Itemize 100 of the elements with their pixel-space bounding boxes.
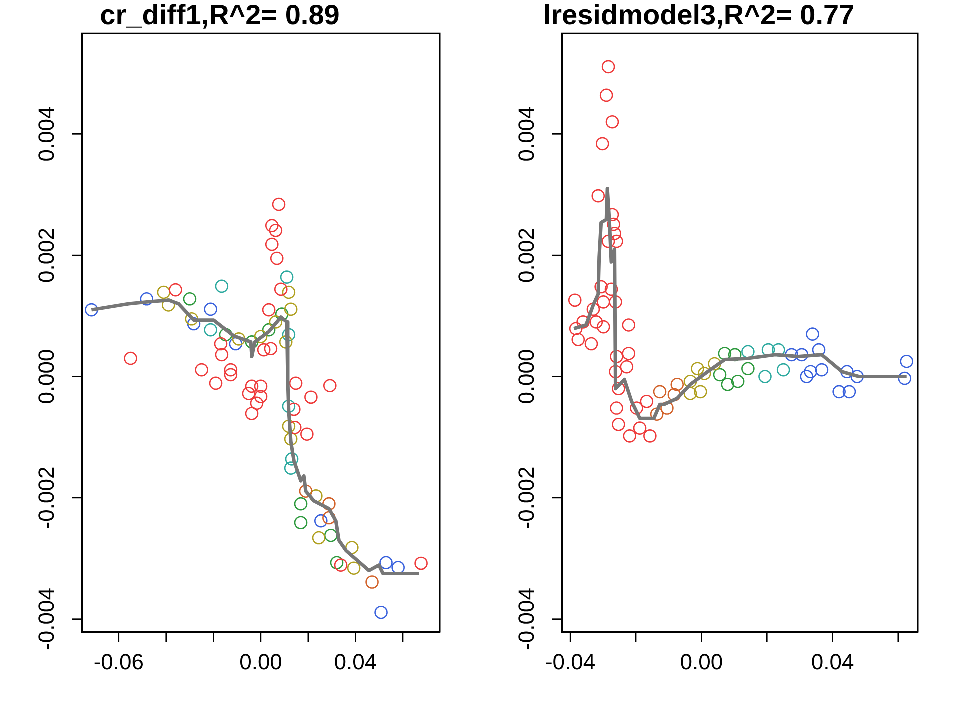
point bbox=[324, 528, 338, 542]
point bbox=[694, 385, 708, 399]
point bbox=[586, 302, 600, 316]
point bbox=[572, 333, 586, 346]
chart-title: lresidmodel3,R^2= 0.77 bbox=[543, 0, 855, 31]
point bbox=[204, 323, 218, 337]
y-tick-label: -0.004 bbox=[34, 588, 60, 650]
point bbox=[187, 317, 201, 331]
point bbox=[776, 363, 790, 377]
point bbox=[209, 376, 223, 390]
point bbox=[280, 270, 294, 284]
point bbox=[708, 357, 722, 371]
point bbox=[815, 363, 829, 377]
point bbox=[284, 432, 298, 446]
point bbox=[842, 385, 856, 399]
point bbox=[691, 362, 704, 376]
point bbox=[713, 368, 727, 382]
point bbox=[602, 60, 616, 74]
point bbox=[850, 370, 864, 384]
y-tick-label: 0.000 bbox=[34, 349, 60, 404]
point bbox=[374, 606, 388, 620]
point bbox=[584, 337, 598, 351]
point bbox=[795, 348, 809, 362]
point bbox=[785, 348, 798, 362]
point bbox=[698, 367, 712, 380]
point bbox=[742, 345, 755, 359]
point bbox=[183, 292, 197, 306]
point bbox=[644, 430, 657, 443]
point bbox=[608, 227, 622, 240]
point bbox=[610, 402, 624, 415]
point bbox=[282, 400, 296, 414]
point bbox=[622, 318, 636, 332]
point bbox=[606, 115, 620, 129]
point bbox=[124, 352, 138, 366]
point bbox=[840, 365, 854, 379]
point bbox=[594, 280, 608, 294]
point bbox=[294, 516, 308, 530]
point bbox=[623, 430, 637, 443]
point bbox=[609, 365, 622, 379]
point bbox=[264, 342, 278, 356]
point bbox=[157, 286, 171, 300]
point bbox=[312, 531, 326, 545]
point bbox=[300, 428, 314, 441]
point bbox=[185, 312, 199, 326]
point bbox=[224, 363, 238, 377]
point bbox=[330, 556, 344, 570]
point bbox=[269, 224, 283, 238]
point bbox=[242, 387, 256, 400]
x-tick-label: 0.00 bbox=[240, 649, 282, 674]
point bbox=[590, 316, 604, 329]
point bbox=[806, 328, 820, 341]
point bbox=[272, 198, 286, 212]
point bbox=[650, 408, 664, 421]
point bbox=[612, 418, 626, 432]
point bbox=[609, 296, 622, 309]
point bbox=[592, 189, 606, 203]
point bbox=[653, 385, 667, 399]
point bbox=[289, 376, 303, 390]
point bbox=[347, 562, 361, 575]
point bbox=[633, 422, 647, 435]
point bbox=[602, 234, 616, 248]
y-tick-label: 0.002 bbox=[34, 228, 60, 284]
x-tick-label: -0.06 bbox=[94, 649, 144, 674]
point bbox=[270, 252, 284, 266]
y-tick-label: -0.002 bbox=[34, 466, 60, 530]
point bbox=[334, 558, 348, 572]
point bbox=[604, 282, 618, 296]
point bbox=[718, 347, 732, 360]
point bbox=[728, 348, 742, 362]
point bbox=[630, 402, 644, 415]
point bbox=[622, 347, 636, 360]
point bbox=[600, 88, 614, 102]
point bbox=[900, 354, 914, 368]
point bbox=[275, 308, 289, 321]
point bbox=[576, 316, 590, 329]
y-tick-label: 0.000 bbox=[514, 349, 540, 404]
y-tick-label: -0.004 bbox=[514, 588, 540, 650]
point bbox=[284, 302, 298, 316]
y-tick-label: -0.002 bbox=[514, 466, 540, 530]
point bbox=[214, 337, 228, 351]
point bbox=[568, 294, 582, 308]
point bbox=[612, 382, 626, 396]
point bbox=[274, 282, 288, 296]
point bbox=[758, 370, 772, 384]
point bbox=[380, 556, 393, 570]
point bbox=[314, 514, 328, 528]
point bbox=[569, 322, 583, 336]
x-tick-label: 0.04 bbox=[334, 649, 378, 674]
point bbox=[224, 368, 238, 382]
point bbox=[721, 378, 735, 392]
point bbox=[250, 396, 264, 410]
point bbox=[898, 372, 912, 386]
point bbox=[620, 360, 634, 374]
point bbox=[610, 234, 624, 248]
point bbox=[265, 219, 279, 232]
point bbox=[262, 303, 276, 317]
point bbox=[294, 497, 308, 511]
point bbox=[257, 343, 271, 357]
point bbox=[322, 497, 336, 511]
point bbox=[323, 379, 337, 392]
